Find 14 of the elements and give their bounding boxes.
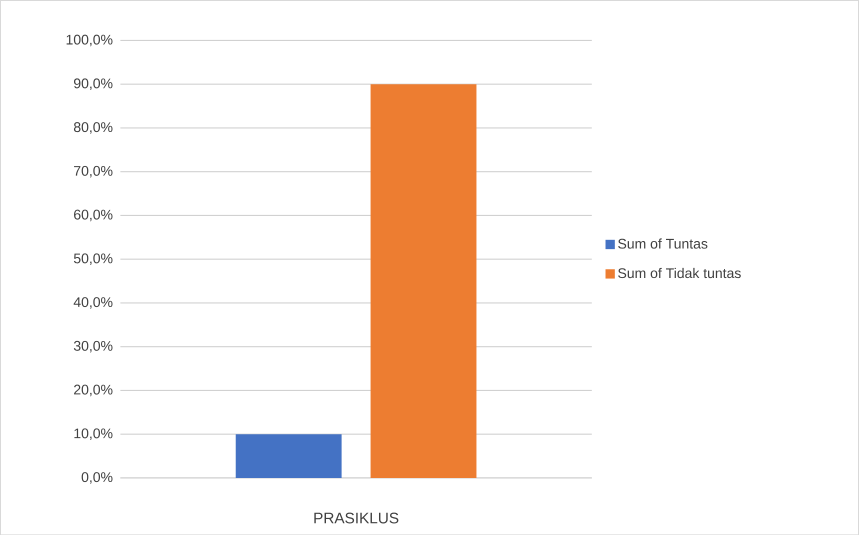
y-tick-label: 90,0%	[74, 78, 112, 90]
y-tick-label: 60,0%	[74, 209, 112, 222]
y-tick-label: 100,0%	[66, 34, 112, 46]
y-tick-label: 50,0%	[74, 253, 112, 265]
y-tick-label: 40,0%	[74, 296, 112, 309]
y-tick-label: 10,0%	[74, 428, 112, 440]
y-tick-label: 0,0%	[82, 472, 112, 484]
legend-label: Sum of Tidak tuntas	[618, 268, 741, 278]
legend-label: Sum of Tuntas	[618, 238, 708, 248]
y-tick-label: 30,0%	[74, 340, 112, 352]
y-tick-label: 80,0%	[74, 122, 112, 134]
y-tick-label: 20,0%	[74, 384, 112, 396]
y-tick-label: 70,0%	[74, 166, 112, 178]
x-tick-label: PRASIKLUS	[314, 512, 398, 524]
